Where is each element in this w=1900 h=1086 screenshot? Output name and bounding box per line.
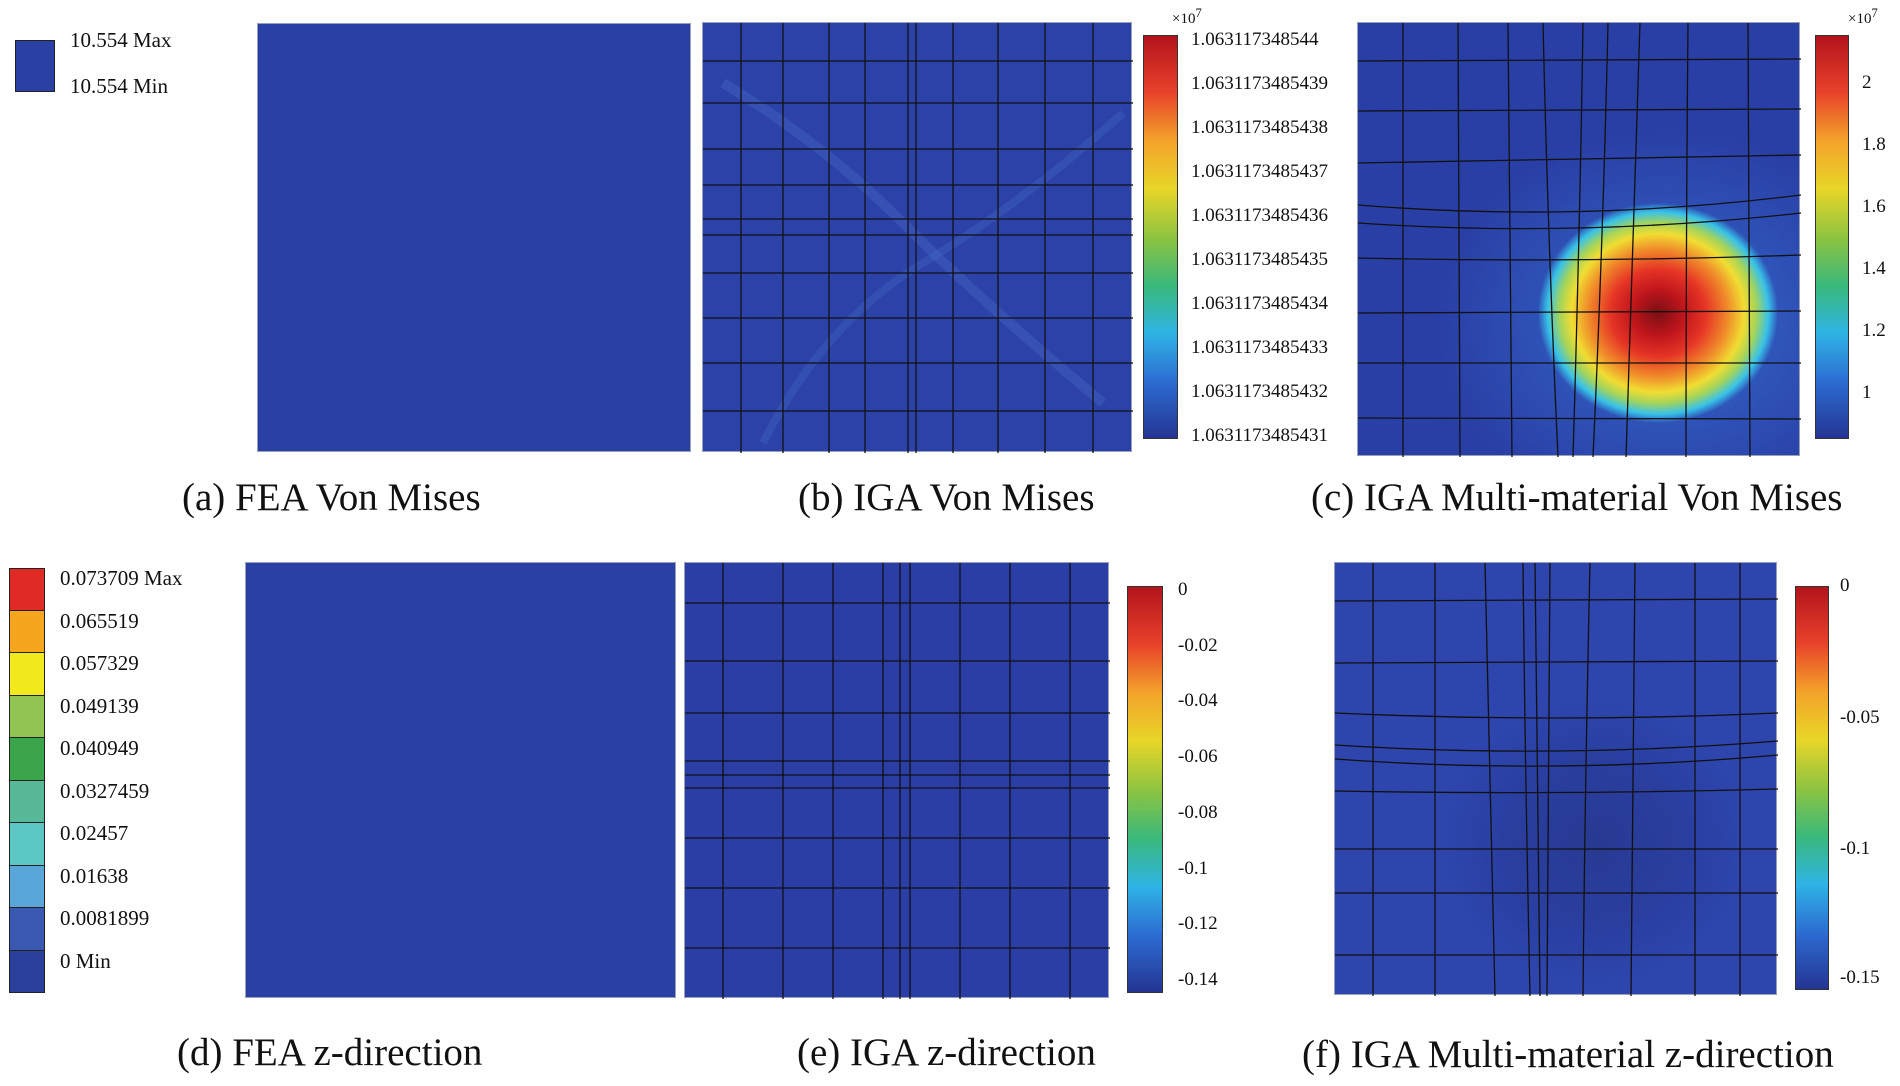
colorbar-b <box>1143 35 1178 439</box>
legend-d-label: 0.040949 <box>60 736 139 760</box>
colorbar-e <box>1127 586 1163 993</box>
legend-d-label: 0.057329 <box>60 651 139 675</box>
colorbar-tick-label: -0.06 <box>1178 746 1218 768</box>
legend-d-label: 0.01638 <box>60 863 129 888</box>
colorbar-tick-label: -0.04 <box>1178 690 1218 712</box>
plot-f-iga-multimaterial-z-direction <box>1334 562 1779 997</box>
plot-c-iga-multimaterial-von-mises <box>1357 22 1802 458</box>
legend-d-swatch <box>9 738 45 781</box>
colorbar-tick-label: -0.15 <box>1840 967 1880 988</box>
legend-d-swatch <box>9 653 45 696</box>
colorbar-tick-label: 1.0631173485435 <box>1191 249 1329 270</box>
plot-b-iga-von-mises <box>702 22 1133 453</box>
legend-d-swatch <box>9 695 45 738</box>
caption-b: (b) IGA Von Mises <box>798 476 1095 519</box>
colorbar-tick-label: 1.4 <box>1862 258 1886 279</box>
colorbar-tick-label: -0.1 <box>1178 857 1209 879</box>
legend-d-swatch <box>9 865 45 908</box>
colorbar-tick-label: 2 <box>1862 72 1872 93</box>
legend-d-label: 0.065519 <box>60 608 139 633</box>
legend-d-swatch <box>9 908 45 951</box>
colorbar-tick-label: -0.08 <box>1178 801 1218 823</box>
colorbar-f <box>1795 586 1829 990</box>
legend-d-label: 0 Min <box>60 948 111 973</box>
colorbar-tick-label: 1.8 <box>1862 134 1886 155</box>
plot-b-mesh <box>703 23 1133 453</box>
plot-e-mesh <box>685 563 1110 999</box>
legend-d-swatch <box>9 568 45 611</box>
caption-f: (f) IGA Multi-material z-direction <box>1302 1033 1834 1076</box>
colorbar-tick-label: 1.0631173485433 <box>1191 337 1329 358</box>
colorbar-tick-label: 1 <box>1862 382 1872 403</box>
plot-d-fea-z-direction <box>245 562 676 998</box>
legend-d-label: 0.0081899 <box>60 906 150 930</box>
colorbar-c-exponent: ×107 <box>1848 6 1878 27</box>
colorbar-tick-label: -0.1 <box>1840 838 1871 859</box>
legend-d-swatch <box>9 950 45 993</box>
caption-a: (a) FEA Von Mises <box>182 476 481 519</box>
caption-e: (e) IGA z-direction <box>797 1031 1096 1074</box>
legend-a-swatch <box>15 40 55 92</box>
legend-d-label: 0.02457 <box>60 821 129 845</box>
plot-e-iga-z-direction <box>684 562 1110 999</box>
colorbar-tick-label: 1.0631173485434 <box>1191 293 1329 314</box>
colorbar-tick-label: 1.063117348544 <box>1191 29 1319 50</box>
colorbar-tick-label: 1.6 <box>1862 196 1886 217</box>
colorbar-tick-label: -0.14 <box>1178 969 1218 990</box>
colorbar-tick-label: -0.12 <box>1178 913 1218 935</box>
legend-a-min: 10.554 Min <box>70 74 169 98</box>
legend-d-label: 0.073709 Max <box>60 566 183 590</box>
colorbar-tick-label: 1.0631173485432 <box>1191 381 1329 402</box>
caption-c: (c) IGA Multi-material Von Mises <box>1311 476 1843 519</box>
colorbar-tick-label: -0.02 <box>1178 634 1218 656</box>
legend-d-label: 0.049139 <box>60 693 139 718</box>
legend-a-max: 10.554 Max <box>70 28 172 52</box>
caption-d: (d) FEA z-direction <box>177 1031 483 1074</box>
legend-d-swatch <box>9 780 45 823</box>
colorbar-tick-label: 0 <box>1840 575 1850 596</box>
colorbar-tick-label: 1.2 <box>1862 320 1886 341</box>
legend-d-swatch <box>9 610 45 653</box>
legend-d-swatch <box>9 823 45 866</box>
colorbar-tick-label: 1.0631173485437 <box>1191 161 1329 182</box>
legend-d-label: 0.0327459 <box>60 778 150 803</box>
plot-c-mesh <box>1357 22 1802 458</box>
plot-f-mesh <box>1334 562 1779 997</box>
plot-a-fea-von-mises <box>257 23 691 452</box>
colorbar-tick-label: 1.0631173485439 <box>1191 73 1329 94</box>
colorbar-tick-label: 1.0631173485438 <box>1191 117 1329 138</box>
colorbar-tick-label: 0 <box>1178 579 1188 600</box>
colorbar-tick-label: 1.0631173485431 <box>1191 425 1329 446</box>
colorbar-b-exponent: ×107 <box>1172 6 1202 27</box>
colorbar-tick-label: 1.0631173485436 <box>1191 205 1329 226</box>
colorbar-tick-label: -0.05 <box>1840 707 1880 728</box>
colorbar-c <box>1815 35 1849 439</box>
